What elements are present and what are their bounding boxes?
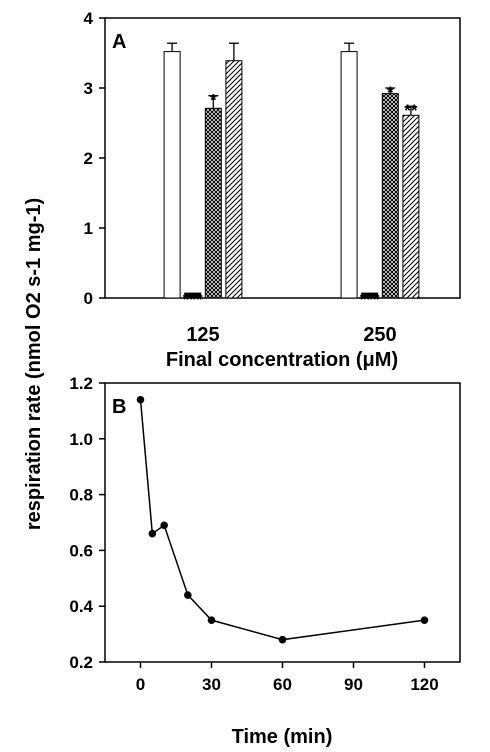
- y-tick-label: 0.8: [69, 486, 93, 505]
- bar: [381, 93, 399, 299]
- data-point: [148, 529, 157, 538]
- panel-a-x-axis: 125 250: [186, 324, 396, 346]
- data-point: [420, 616, 429, 624]
- series-line: [139, 399, 425, 641]
- data-point: [278, 635, 287, 644]
- panel-b-x-axis: 0 30 60 90 120: [136, 662, 439, 694]
- panel-b-y-axis: 0.2 0.4 0.6 0.8 1.0 1.2: [69, 374, 105, 672]
- panel-a-y-axis: 0 1 2 3 4: [84, 9, 105, 308]
- y-tick-label: 4: [84, 9, 94, 28]
- data-point: [184, 591, 192, 599]
- x-tick-label: 120: [410, 675, 438, 694]
- y-tick-label: 1.2: [69, 374, 93, 393]
- x-tick-label: 125: [186, 324, 219, 346]
- panel-b-x-label: Time (min): [232, 726, 333, 748]
- y-tick-label: 1.0: [69, 430, 93, 449]
- x-tick-label: 250: [363, 324, 396, 346]
- x-tick-label: 60: [273, 675, 292, 694]
- data-point: [160, 521, 168, 530]
- significance-label: **: [404, 101, 418, 120]
- bar: [402, 114, 420, 299]
- panel-a-x-label: Final concentration (μM): [166, 349, 398, 371]
- bar: [340, 51, 358, 299]
- significance-label: *: [387, 83, 394, 102]
- panel-b-series: [136, 395, 429, 644]
- y-tick-label: 1: [84, 219, 93, 238]
- bar: [225, 60, 243, 299]
- y-axis-label: respiration rate (nmol O2 s-1 mg-1): [23, 198, 45, 530]
- panel-b: B 0.2 0.4 0.6 0.8 1.0 1.2 0 30 60 90 120 Time (mi…: [69, 374, 461, 748]
- y-tick-label: 3: [84, 79, 93, 98]
- significance-label: *: [210, 91, 217, 110]
- panel-a-label: A: [112, 31, 126, 53]
- bar: [163, 51, 181, 299]
- y-tick-label: 0.2: [69, 653, 93, 672]
- y-tick-label: 0.4: [69, 597, 93, 616]
- significance-label: ***: [183, 290, 203, 309]
- significance-label: ***: [360, 290, 380, 309]
- panel-b-frame: [104, 382, 461, 663]
- data-point: [207, 616, 216, 624]
- data-point: [136, 395, 145, 404]
- y-tick-label: 0: [84, 289, 93, 308]
- x-tick-label: 90: [344, 675, 363, 694]
- x-tick-label: 30: [202, 675, 221, 694]
- panel-b-label: B: [112, 396, 126, 418]
- y-tick-label: 2: [84, 149, 93, 168]
- bar: [361, 292, 379, 299]
- bar: [184, 292, 202, 299]
- bar: [204, 107, 222, 299]
- y-tick-label: 0.6: [69, 541, 93, 560]
- panel-a-bars: *** **** ***: [163, 42, 420, 309]
- x-tick-label: 0: [136, 675, 145, 694]
